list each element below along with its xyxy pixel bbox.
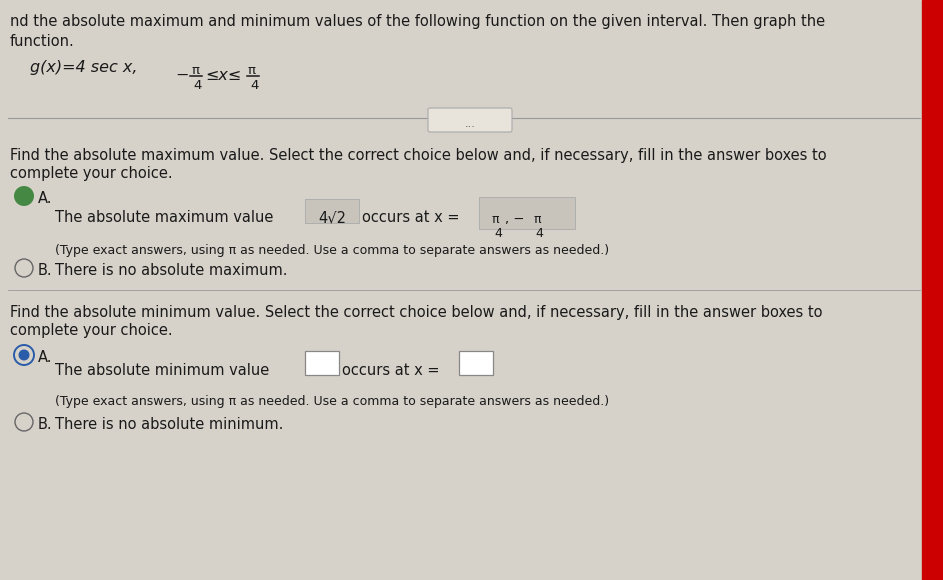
Text: g(x)=4 sec x,: g(x)=4 sec x, bbox=[30, 60, 138, 75]
Text: nd the absolute maximum and minimum values of the following function on the give: nd the absolute maximum and minimum valu… bbox=[10, 14, 825, 29]
Text: ...: ... bbox=[465, 119, 475, 129]
FancyBboxPatch shape bbox=[428, 108, 512, 132]
Text: 4: 4 bbox=[193, 79, 202, 92]
Circle shape bbox=[14, 186, 34, 206]
Bar bbox=[922, 0, 943, 580]
FancyBboxPatch shape bbox=[459, 351, 493, 375]
Text: 4: 4 bbox=[494, 227, 502, 240]
Text: ≤x≤: ≤x≤ bbox=[205, 68, 241, 83]
Text: Find the absolute minimum value. Select the correct choice below and, if necessa: Find the absolute minimum value. Select … bbox=[10, 305, 822, 320]
Text: π: π bbox=[191, 64, 199, 77]
FancyBboxPatch shape bbox=[305, 199, 359, 223]
FancyBboxPatch shape bbox=[479, 197, 575, 229]
Text: ✓: ✓ bbox=[19, 191, 28, 201]
Text: occurs at x =: occurs at x = bbox=[362, 210, 459, 225]
Text: B.: B. bbox=[38, 417, 53, 432]
Text: occurs at x =: occurs at x = bbox=[342, 363, 439, 378]
Text: 4√2: 4√2 bbox=[318, 210, 346, 225]
Circle shape bbox=[19, 350, 29, 361]
Text: (Type exact answers, using π as needed. Use a comma to separate answers as neede: (Type exact answers, using π as needed. … bbox=[55, 244, 609, 257]
Text: The absolute maximum value: The absolute maximum value bbox=[55, 210, 273, 225]
Text: π: π bbox=[248, 64, 256, 77]
Text: 4: 4 bbox=[250, 79, 258, 92]
Text: B.: B. bbox=[38, 263, 53, 278]
Text: −: − bbox=[175, 68, 189, 83]
Text: function.: function. bbox=[10, 34, 74, 49]
FancyBboxPatch shape bbox=[305, 351, 339, 375]
Text: π: π bbox=[533, 213, 540, 226]
Text: There is no absolute minimum.: There is no absolute minimum. bbox=[55, 417, 284, 432]
Text: π: π bbox=[492, 213, 500, 226]
Text: (Type exact answers, using π as needed. Use a comma to separate answers as neede: (Type exact answers, using π as needed. … bbox=[55, 395, 609, 408]
Text: 4: 4 bbox=[535, 227, 543, 240]
Text: Find the absolute maximum value. Select the correct choice below and, if necessa: Find the absolute maximum value. Select … bbox=[10, 148, 827, 163]
Text: The absolute minimum value: The absolute minimum value bbox=[55, 363, 270, 378]
Text: A.: A. bbox=[38, 191, 53, 206]
Text: A.: A. bbox=[38, 350, 53, 365]
Text: , −: , − bbox=[505, 213, 524, 226]
Text: complete your choice.: complete your choice. bbox=[10, 166, 173, 181]
Text: complete your choice.: complete your choice. bbox=[10, 323, 173, 338]
Text: There is no absolute maximum.: There is no absolute maximum. bbox=[55, 263, 288, 278]
